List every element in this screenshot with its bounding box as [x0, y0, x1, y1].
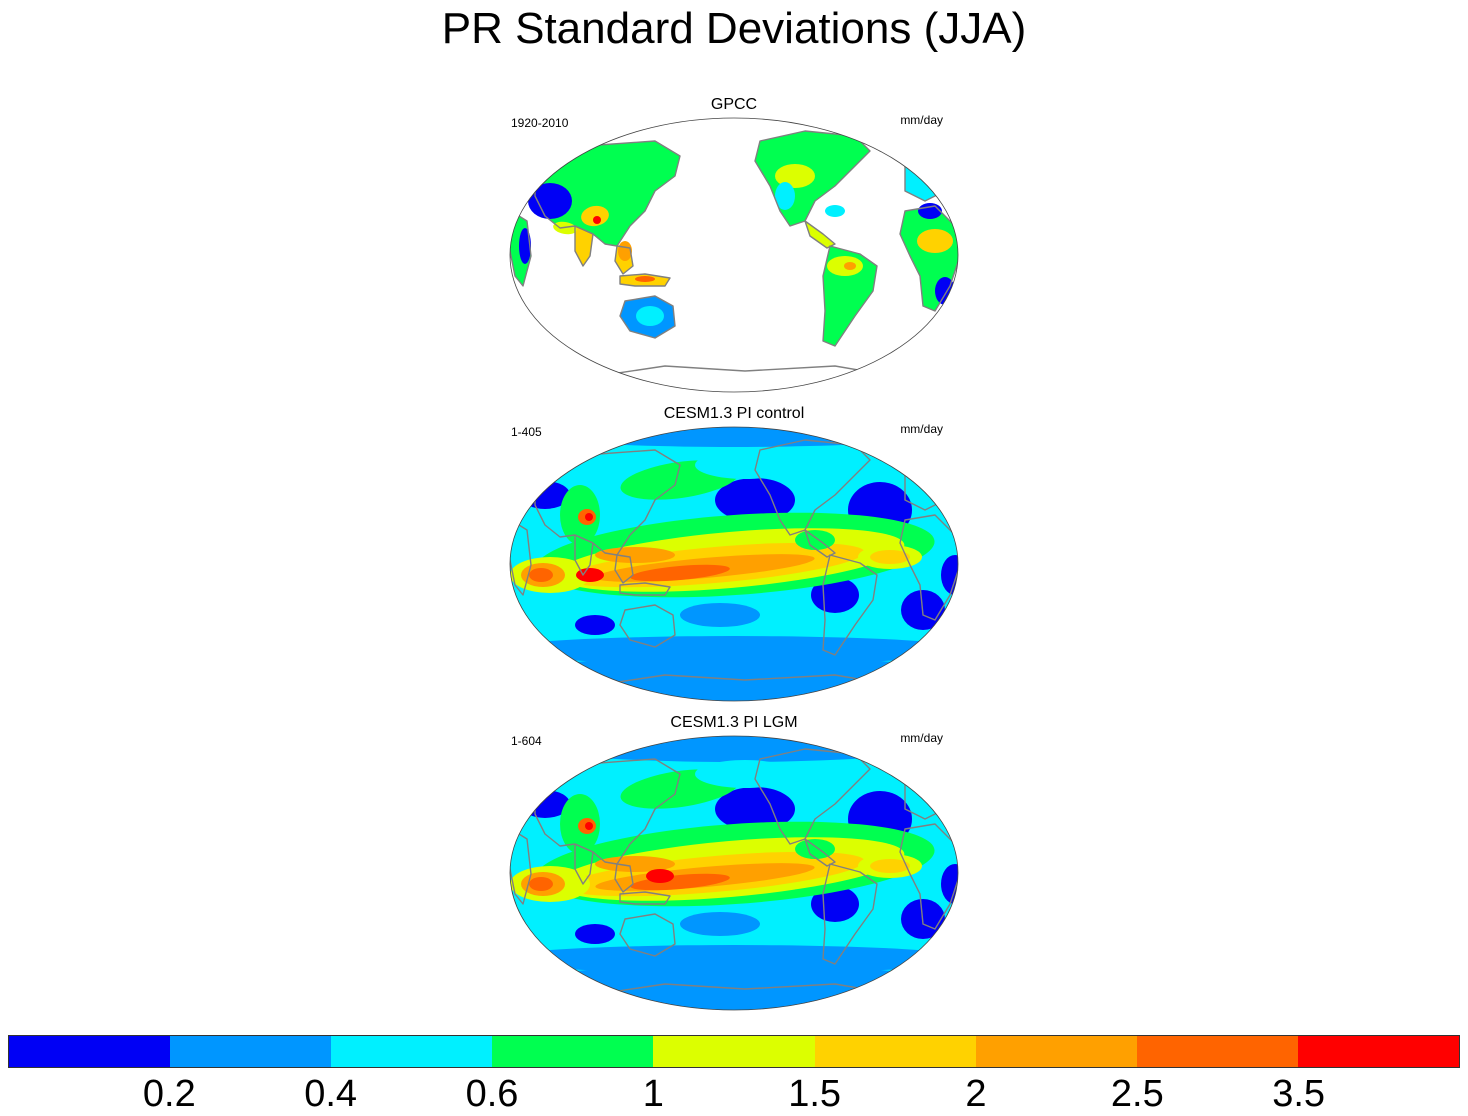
panel-gpcc: GPCC 1920-2010 mm/day — [505, 96, 963, 396]
colorbar-label: 0.2 — [142, 1073, 196, 1115]
panel-title: CESM1.3 PI control — [663, 405, 805, 422]
panel-units: mm/day — [900, 422, 943, 436]
colorbar-label: 1 — [642, 1073, 664, 1115]
colorbar-label: 2 — [965, 1073, 987, 1115]
panel-units: mm/day — [900, 113, 943, 127]
colorbar-segment — [170, 1036, 332, 1067]
panel-pi-lgm: CESM1.3 PI LGM 1-604 mm/day — [505, 714, 963, 1014]
colorbar-label: 0.6 — [465, 1073, 519, 1115]
colorbar-segment — [331, 1036, 493, 1067]
colorbar-label: 1.5 — [788, 1073, 842, 1115]
colorbar-label: 3.5 — [1272, 1073, 1326, 1115]
colorbar-segment — [814, 1036, 976, 1067]
colorbar-label: 0.4 — [304, 1073, 358, 1115]
colorbar-segment — [1136, 1036, 1298, 1067]
map-gpcc — [509, 117, 959, 393]
panel-period: 1920-2010 — [511, 116, 569, 130]
panel-period: 1-604 — [511, 734, 542, 748]
colorbar-label: 2.5 — [1110, 1073, 1164, 1115]
map-pi-control — [509, 426, 959, 702]
map-pi-lgm — [509, 735, 959, 1011]
colorbar-segment — [1297, 1036, 1459, 1067]
colorbar-segment — [9, 1036, 171, 1067]
main-title: PR Standard Deviations (JJA) — [441, 4, 1027, 53]
panel-period: 1-405 — [511, 425, 542, 439]
colorbar-segment — [492, 1036, 654, 1067]
colorbar-segment — [653, 1036, 815, 1067]
panel-title: CESM1.3 PI LGM — [670, 714, 798, 731]
colorbar — [8, 1035, 1460, 1068]
panel-title: GPCC — [710, 96, 758, 113]
panel-pi-control: CESM1.3 PI control 1-405 mm/day — [505, 405, 963, 705]
panel-units: mm/day — [900, 731, 943, 745]
colorbar-segment — [975, 1036, 1137, 1067]
colorbar-labels: 0.2 0.4 0.6 1 1.5 2 2.5 3.5 — [8, 1074, 1460, 1114]
